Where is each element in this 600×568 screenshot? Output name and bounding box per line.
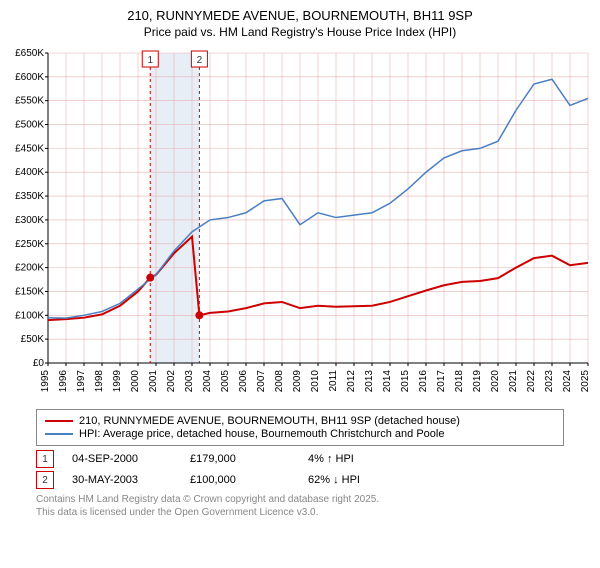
sale-row: 1 04-SEP-2000 £179,000 4% ↑ HPI <box>36 450 564 468</box>
y-tick-label: £500K <box>15 120 44 131</box>
sale-date: 04-SEP-2000 <box>72 453 172 465</box>
sale-flag-label: 1 <box>147 55 153 66</box>
footer-line1: Contains HM Land Registry data © Crown c… <box>36 493 564 506</box>
x-tick-label: 2020 <box>490 370 501 393</box>
x-tick-label: 2021 <box>508 370 519 393</box>
x-tick-label: 2018 <box>454 370 465 393</box>
footer: Contains HM Land Registry data © Crown c… <box>36 493 564 519</box>
x-tick-label: 2012 <box>346 370 357 393</box>
legend-swatch <box>45 433 73 435</box>
sale-marker: 1 <box>36 450 54 468</box>
sale-flag-label: 2 <box>197 55 203 66</box>
x-tick-label: 1995 <box>40 370 51 393</box>
x-tick-label: 2023 <box>544 370 555 393</box>
x-tick-label: 2022 <box>526 370 537 393</box>
sale-dot <box>146 274 154 282</box>
x-tick-label: 2010 <box>310 370 321 393</box>
sales-table: 1 04-SEP-2000 £179,000 4% ↑ HPI 2 30-MAY-2003… <box>36 450 564 489</box>
x-tick-label: 2009 <box>292 370 303 393</box>
y-tick-label: £0 <box>33 358 45 369</box>
y-tick-label: £550K <box>15 96 44 107</box>
x-tick-label: 1999 <box>112 370 123 393</box>
x-tick-label: 2014 <box>382 370 393 393</box>
x-tick-label: 1996 <box>58 370 69 393</box>
y-tick-label: £400K <box>15 167 44 178</box>
x-tick-label: 2006 <box>238 370 249 393</box>
x-tick-label: 2005 <box>220 370 231 393</box>
y-tick-label: £600K <box>15 72 44 83</box>
x-tick-label: 2004 <box>202 370 213 393</box>
x-tick-label: 2019 <box>472 370 483 393</box>
x-tick-label: 2007 <box>256 370 267 393</box>
x-tick-label: 2024 <box>562 370 573 393</box>
x-tick-label: 2025 <box>580 370 591 393</box>
x-tick-label: 2003 <box>184 370 195 393</box>
x-tick-label: 1997 <box>76 370 87 393</box>
legend-swatch <box>45 420 73 422</box>
x-tick-label: 2017 <box>436 370 447 393</box>
x-tick-label: 2013 <box>364 370 375 393</box>
footer-line2: This data is licensed under the Open Gov… <box>36 506 564 519</box>
sale-row: 2 30-MAY-2003 £100,000 62% ↓ HPI <box>36 471 564 489</box>
legend-row: HPI: Average price, detached house, Bour… <box>45 428 555 440</box>
sale-delta: 4% ↑ HPI <box>308 453 408 465</box>
x-tick-label: 2016 <box>418 370 429 393</box>
page-title: 210, RUNNYMEDE AVENUE, BOURNEMOUTH, BH11… <box>0 8 600 23</box>
sale-price: £179,000 <box>190 453 290 465</box>
y-tick-label: £300K <box>15 215 44 226</box>
sale-price: £100,000 <box>190 474 290 486</box>
legend-label: 210, RUNNYMEDE AVENUE, BOURNEMOUTH, BH11… <box>79 415 460 427</box>
y-tick-label: £100K <box>15 310 44 321</box>
y-tick-label: £350K <box>15 191 44 202</box>
page-subtitle: Price paid vs. HM Land Registry's House … <box>0 25 600 39</box>
x-tick-label: 1998 <box>94 370 105 393</box>
x-tick-label: 2011 <box>328 370 339 392</box>
sale-marker: 2 <box>36 471 54 489</box>
legend-row: 210, RUNNYMEDE AVENUE, BOURNEMOUTH, BH11… <box>45 415 555 427</box>
legend: 210, RUNNYMEDE AVENUE, BOURNEMOUTH, BH11… <box>36 409 564 446</box>
x-tick-label: 2008 <box>274 370 285 393</box>
x-tick-label: 2000 <box>130 370 141 393</box>
y-tick-label: £150K <box>15 286 44 297</box>
x-tick-label: 2001 <box>148 370 159 393</box>
y-tick-label: £650K <box>15 48 44 59</box>
price-chart: £0 £50K £100K £150K £200K £250K £300K £350K £400… <box>0 43 600 403</box>
sale-delta: 62% ↓ HPI <box>308 474 408 486</box>
y-tick-label: £450K <box>15 143 44 154</box>
y-tick-label: £50K <box>21 334 45 345</box>
sale-date: 30-MAY-2003 <box>72 474 172 486</box>
y-tick-label: £250K <box>15 239 44 250</box>
y-tick-label: £200K <box>15 263 44 274</box>
legend-label: HPI: Average price, detached house, Bour… <box>79 428 444 440</box>
x-tick-label: 2015 <box>400 370 411 393</box>
x-tick-label: 2002 <box>166 370 177 393</box>
sale-dot <box>195 311 203 319</box>
chart-svg: £0 £50K £100K £150K £200K £250K £300K £350K £400… <box>0 43 600 403</box>
